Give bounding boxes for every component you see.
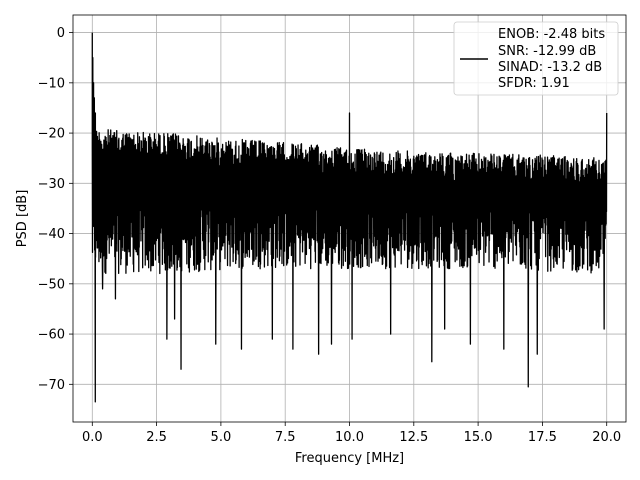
x-tick-label: 7.5 xyxy=(275,430,296,445)
legend: ENOB: -2.48 bits SNR: -12.99 dB SINAD: -… xyxy=(453,21,619,96)
y-tick-label: −70 xyxy=(38,378,65,393)
legend-entry-snr: SNR: -12.99 dB xyxy=(498,44,596,59)
x-tick-label: 20.0 xyxy=(592,430,621,445)
y-tick-label: −20 xyxy=(38,127,65,142)
y-axis: 0 −10 −20 −30 −40 −50 −60 −70 xyxy=(38,26,73,393)
y-tick-label: −30 xyxy=(38,177,65,192)
x-tick-label: 2.5 xyxy=(146,430,167,445)
legend-entry-enob: ENOB: -2.48 bits xyxy=(498,27,605,42)
y-tick-label: −40 xyxy=(38,227,65,242)
legend-box xyxy=(453,21,619,96)
x-axis: 0.0 2.5 5.0 7.5 10.0 12.5 15.0 17.5 20.0 xyxy=(82,422,621,445)
y-tick-label: −50 xyxy=(38,277,65,292)
x-tick-label: 17.5 xyxy=(528,430,557,445)
plot-area xyxy=(91,32,608,403)
x-tick-label: 0.0 xyxy=(82,430,103,445)
y-tick-label: −60 xyxy=(38,328,65,343)
legend-entry-sinad: SINAD: -13.2 dB xyxy=(498,60,602,75)
x-tick-label: 5.0 xyxy=(211,430,232,445)
legend-entry-sfdr: SFDR: 1.91 xyxy=(498,76,570,91)
x-axis-label: Frequency [MHz] xyxy=(295,451,404,466)
x-tick-label: 12.5 xyxy=(399,430,428,445)
x-tick-label: 15.0 xyxy=(464,430,493,445)
y-tick-label: −10 xyxy=(38,76,65,91)
psd-series-line xyxy=(91,32,608,403)
y-tick-label: 0 xyxy=(57,26,65,41)
x-tick-label: 10.0 xyxy=(335,430,364,445)
y-axis-label: PSD [dB] xyxy=(15,190,30,248)
